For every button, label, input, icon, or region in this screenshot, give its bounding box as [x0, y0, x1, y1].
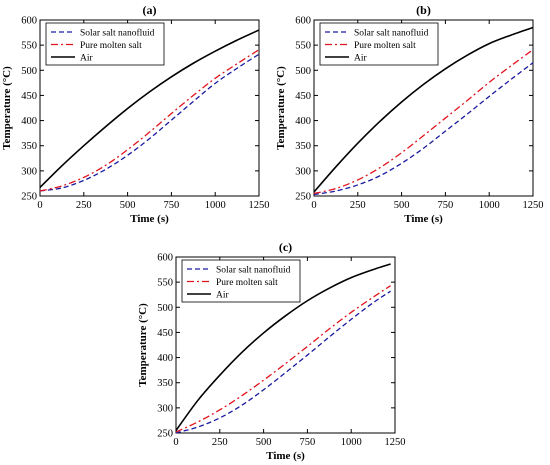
x-tick-label: 1250 — [249, 200, 270, 211]
y-tick-label: 400 — [21, 116, 37, 127]
x-tick-label: 250 — [212, 437, 228, 448]
series-line-2 — [175, 263, 391, 431]
y-tick-label: 350 — [21, 141, 37, 152]
x-axis-title: Time (s) — [404, 213, 443, 225]
y-tick-label: 500 — [295, 66, 311, 77]
y-tick-label: 550 — [21, 41, 37, 52]
series-line-0 — [39, 53, 260, 192]
panel-label: (a) — [143, 3, 157, 17]
y-tick-label: 450 — [157, 328, 173, 339]
x-tick-label: 1000 — [205, 200, 226, 211]
y-tick-label: 300 — [157, 403, 173, 414]
legend-label: Air — [216, 290, 230, 300]
x-tick-label: 1000 — [479, 200, 500, 211]
y-axis-title: Temperature (°C) — [1, 66, 13, 150]
series-line-2 — [313, 26, 534, 193]
x-tick-label: 500 — [394, 200, 410, 211]
y-tick-label: 400 — [295, 116, 311, 127]
y-tick-label: 550 — [157, 278, 173, 289]
y-tick-label: 300 — [295, 166, 311, 177]
plot-frame — [39, 19, 260, 197]
x-tick-label: 1250 — [523, 200, 544, 211]
chart-panel-0: (a)0 250 500 750 1000 12502503003504004505005… — [1, 3, 270, 225]
legend-label: Air — [80, 53, 94, 63]
y-tick-label: 250 — [157, 429, 173, 440]
x-axis-title: Time (s) — [130, 213, 169, 225]
y-axis-title: Temperature (°C) — [137, 303, 149, 387]
legend-box — [181, 259, 301, 303]
legend-box — [45, 22, 165, 66]
x-tick-label: 500 — [256, 437, 272, 448]
x-axis-title: Time (s) — [266, 450, 305, 462]
series-line-0 — [313, 62, 534, 196]
plot-frame — [175, 256, 396, 434]
series-line-1 — [313, 49, 534, 195]
x-tick-label: 0 — [173, 437, 178, 448]
y-axis-title: Temperature (°C) — [275, 66, 287, 150]
legend-label: Pure molten salt — [80, 41, 142, 51]
x-tick-label: 750 — [438, 200, 454, 211]
x-tick-label: 0 — [311, 200, 316, 211]
legend-label: Pure molten salt — [354, 41, 416, 51]
legend-label: Air — [354, 53, 368, 63]
x-tick-label: 0 — [37, 200, 42, 211]
series-line-1 — [175, 285, 391, 433]
y-tick-label: 500 — [157, 303, 173, 314]
legend-label: Solar salt nanofluid — [80, 27, 155, 38]
x-tick-label: 500 — [120, 200, 136, 211]
plot-frame — [313, 19, 534, 197]
y-tick-label: 350 — [157, 378, 173, 389]
panel-label: (b) — [416, 3, 431, 17]
series-line-1 — [39, 49, 260, 192]
y-tick-label: 600 — [21, 16, 37, 27]
y-tick-label: 250 — [21, 192, 37, 203]
chart-panel-1: (b)0 250 500 750 1000 12502503003504004505005… — [275, 3, 544, 225]
y-tick-label: 250 — [295, 192, 311, 203]
x-tick-label: 1250 — [385, 437, 406, 448]
y-tick-label: 600 — [295, 16, 311, 27]
legend-label: Pure molten salt — [216, 278, 278, 288]
chart-panel-2: (c)0 250 500 750 1000 12502503003504004505005… — [137, 240, 406, 462]
x-tick-label: 1000 — [341, 437, 362, 448]
y-tick-label: 300 — [21, 166, 37, 177]
x-tick-label: 750 — [300, 437, 316, 448]
y-tick-label: 400 — [157, 353, 173, 364]
x-tick-label: 250 — [350, 200, 366, 211]
series-line-2 — [39, 29, 260, 189]
y-tick-label: 600 — [157, 253, 173, 264]
legend-box — [319, 22, 439, 66]
legend-label: Solar salt nanofluid — [216, 264, 291, 275]
y-tick-label: 450 — [21, 91, 37, 102]
y-tick-label: 450 — [295, 91, 311, 102]
x-tick-label: 750 — [164, 200, 180, 211]
y-tick-label: 500 — [21, 66, 37, 77]
series-line-0 — [175, 290, 391, 434]
panel-label: (c) — [279, 240, 292, 254]
y-tick-label: 350 — [295, 141, 311, 152]
legend-label: Solar salt nanofluid — [354, 27, 429, 38]
y-tick-label: 550 — [295, 41, 311, 52]
x-tick-label: 250 — [76, 200, 92, 211]
